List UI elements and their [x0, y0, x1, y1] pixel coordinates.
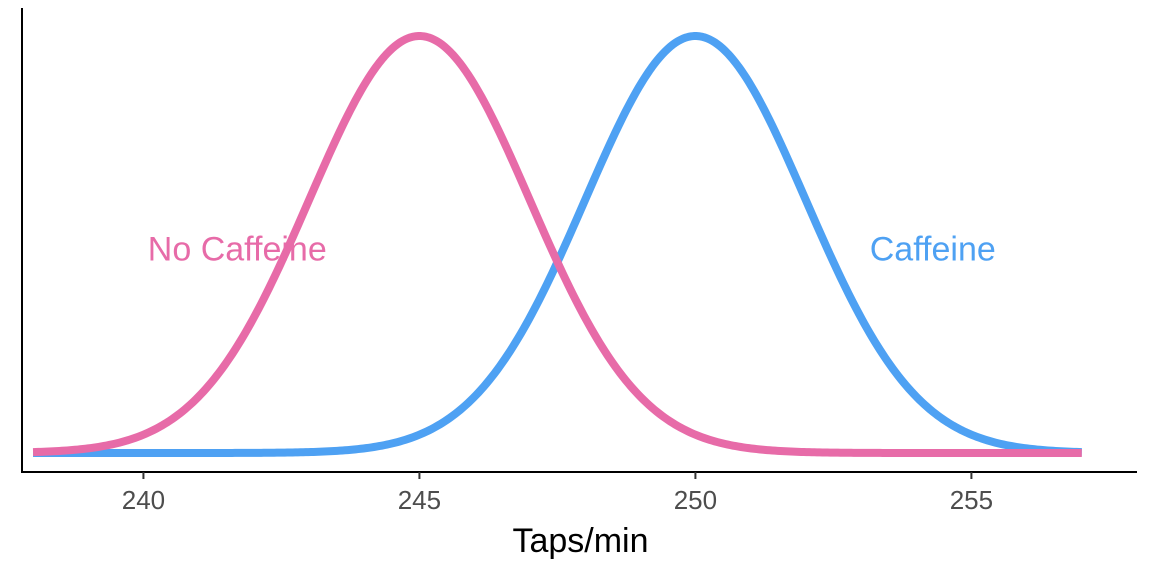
density-curve-no-caffeine [31, 32, 1084, 457]
x-tick-label: 255 [950, 485, 993, 515]
x-tick-label: 250 [674, 485, 717, 515]
series-annotations: No Caffeine Caffeine [148, 231, 996, 269]
series-label-no-caffeine: No Caffeine [148, 231, 327, 269]
density-curves [31, 32, 1084, 457]
x-axis-ticks: 240 245 250 255 [122, 472, 993, 515]
x-tick-label: 245 [398, 485, 441, 515]
x-tick-label: 240 [122, 485, 165, 515]
x-axis-title: Taps/min [512, 522, 648, 560]
series-label-caffeine: Caffeine [870, 231, 996, 269]
